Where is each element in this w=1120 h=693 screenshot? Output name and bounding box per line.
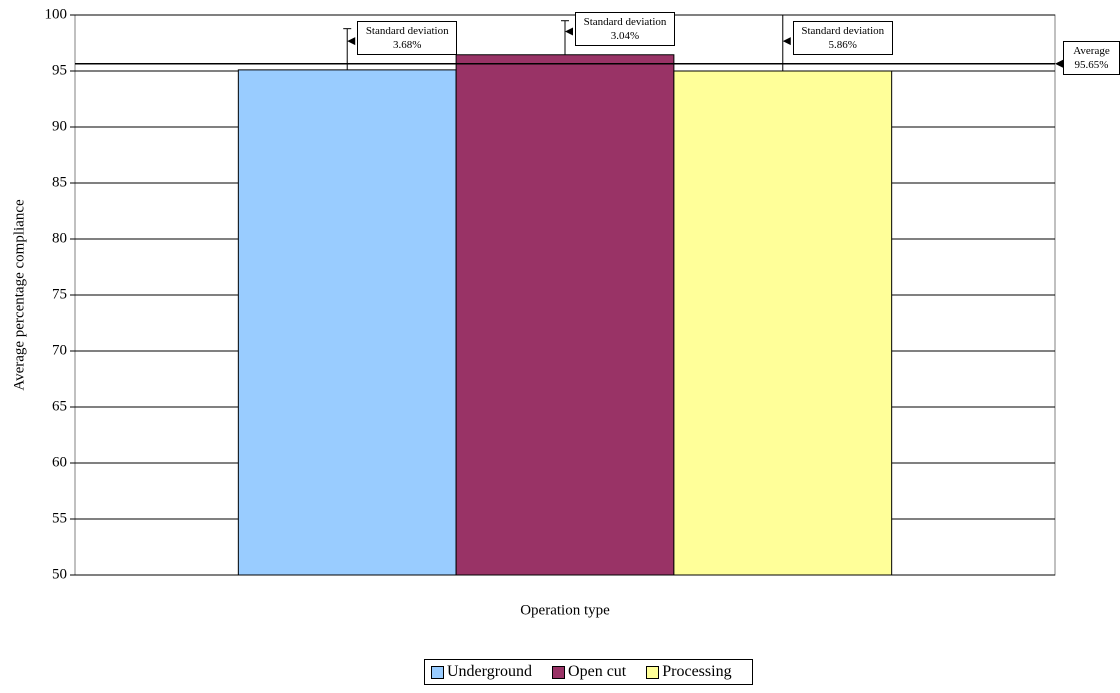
y-axis-label: Average percentage compliance — [11, 199, 27, 391]
legend-swatch — [552, 665, 566, 679]
annotation: Standard deviation 3.68% — [357, 21, 458, 56]
annotation-arrow — [782, 37, 791, 46]
y-tick-label: 100 — [45, 6, 68, 22]
x-axis-label: Operation type — [520, 602, 610, 618]
annotation: Standard deviation 5.86% — [792, 21, 893, 56]
y-tick-label: 70 — [52, 342, 67, 358]
y-tick-label: 65 — [52, 398, 67, 414]
y-tick-label: 80 — [52, 230, 67, 246]
annotation-arrow — [347, 37, 356, 46]
y-tick-label: 95 — [52, 62, 67, 78]
legend-label: Underground — [447, 663, 533, 680]
y-tick-label: 75 — [52, 286, 67, 302]
legend-swatch — [431, 665, 444, 679]
annotation-arrow — [565, 27, 573, 36]
legend: Underground Open cut Processing — [424, 659, 753, 685]
legend-label: Processing — [662, 663, 732, 680]
bar — [673, 70, 893, 576]
y-tick-label: 60 — [52, 454, 67, 470]
legend-label: Open cut — [568, 663, 627, 680]
legend-swatch — [646, 665, 660, 679]
y-tick-label: 55 — [52, 510, 67, 526]
y-tick-label: 90 — [52, 118, 67, 134]
bar — [455, 54, 675, 576]
annotation: Standard deviation 3.04% — [575, 11, 675, 46]
y-tick-label: 50 — [52, 566, 67, 582]
average-annotation: Average 95.65% — [1063, 40, 1120, 75]
y-tick-label: 85 — [52, 174, 67, 190]
bar — [237, 69, 457, 576]
annotation-arrow — [1055, 59, 1063, 68]
